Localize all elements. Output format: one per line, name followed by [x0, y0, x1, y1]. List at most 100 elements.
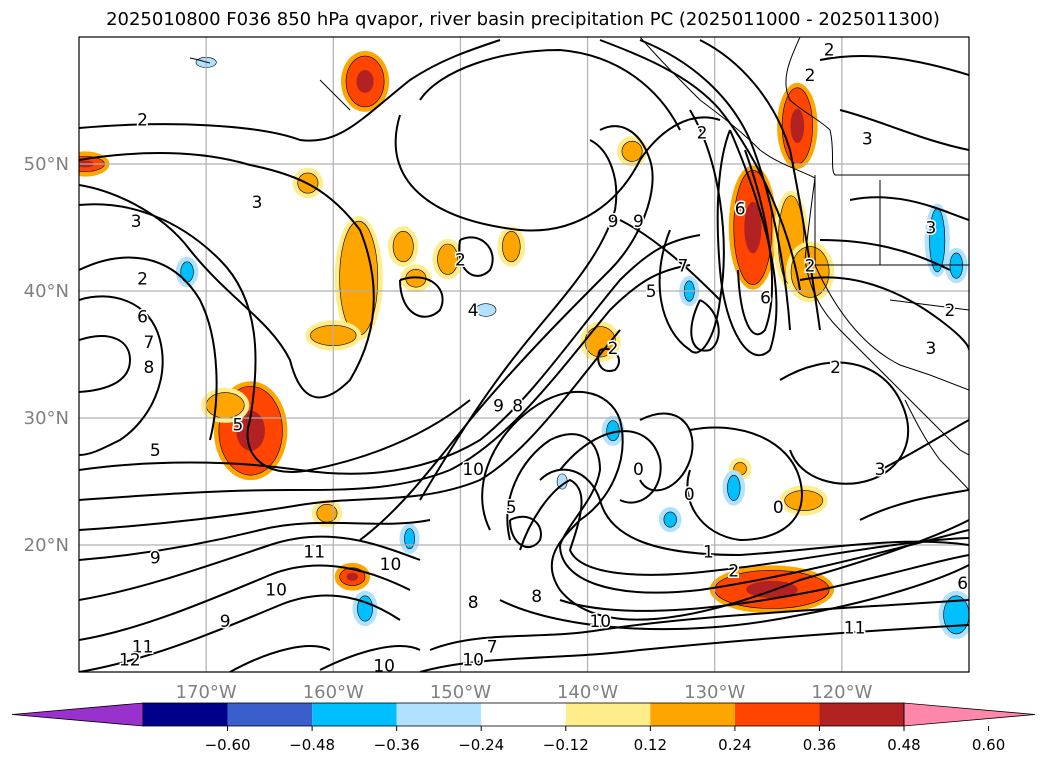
contour-line: [599, 39, 801, 291]
contour-line: [559, 430, 662, 504]
contour-label: 7: [144, 333, 155, 353]
contour-label: 11: [844, 619, 866, 639]
contour-line: [229, 645, 331, 672]
precip-patch: [790, 246, 830, 298]
precip-patch: [502, 231, 521, 263]
contour-line: [716, 129, 778, 357]
precip-patch: [663, 511, 677, 528]
colorbar-segment: [565, 703, 651, 726]
contour-label: 2: [805, 257, 816, 277]
contour-label: 2: [805, 66, 816, 86]
colorbar-extend-high: [903, 702, 1036, 727]
contour-line: [79, 295, 164, 456]
contour-line: [849, 196, 969, 221]
colorbar-tick-label: −0.48: [289, 736, 335, 754]
coastline: [189, 57, 211, 64]
coastline: [785, 37, 969, 176]
contour-line: [481, 390, 969, 621]
contour-line: [690, 299, 720, 352]
contour-label: 10: [462, 460, 484, 480]
colorbar-tick-label: 0.12: [634, 736, 667, 754]
colorbar-tick-label: −0.12: [543, 736, 589, 754]
contour-label: 3: [925, 339, 936, 359]
precip-patch: [404, 528, 415, 550]
contour-line: [359, 125, 654, 541]
contour-line: [79, 329, 621, 531]
lon-tick-label: 160°W: [303, 682, 364, 703]
lat-tick-label: 30°N: [24, 408, 69, 429]
contour-line: [79, 203, 471, 473]
contour-label: 2: [608, 339, 619, 359]
contour-line: [799, 276, 969, 351]
colorbar-tick-label: −0.36: [374, 736, 420, 754]
lon-tick-label: 140°W: [557, 682, 618, 703]
lon-tick-label: 130°W: [684, 682, 745, 703]
contour-line: [737, 149, 773, 336]
contour-label: 10: [589, 612, 611, 632]
colorbar-segment: [650, 703, 735, 726]
contour-line: [819, 239, 951, 271]
colorbar-frame: [142, 702, 905, 727]
contour-label: 2: [697, 123, 708, 143]
contour-label: 2: [137, 269, 148, 289]
contour-label: 3: [925, 219, 936, 239]
colorbar-segment: [396, 703, 482, 726]
contour-line: [506, 433, 969, 594]
contour-label: 8: [531, 587, 542, 607]
contour-label: 8: [144, 358, 155, 378]
colorbar-segment: [819, 703, 904, 726]
lat-tick-label: 20°N: [24, 535, 69, 556]
contour-line: [499, 564, 969, 631]
contour-line: [639, 412, 694, 492]
contour-label: 5: [150, 441, 161, 461]
colorbar-tick-label: 0.48: [887, 736, 920, 754]
lon-tick-label: 120°W: [811, 682, 872, 703]
contour-line: [319, 645, 421, 671]
chart-title: 2025010800 F036 850 hPa qvapor, river ba…: [106, 9, 940, 30]
coastline: [319, 79, 351, 111]
contour-line: [619, 219, 721, 301]
contour-line: [859, 489, 969, 521]
lat-tick-label: 50°N: [24, 154, 69, 175]
contour-label: 2: [137, 111, 148, 131]
contour-line: [458, 236, 494, 277]
contour-label: 12: [119, 650, 141, 670]
contour-label: 3: [252, 193, 263, 213]
axis-ticks: 170°W 160°W 150°W 140°W 130°W 120°W50°N40°N30…: [24, 154, 873, 703]
contour-label: 6: [137, 307, 148, 327]
colorbar-segment: [734, 703, 820, 726]
contour-line: [79, 152, 375, 399]
contour-label: 7: [678, 257, 689, 277]
qvapor-contours: [79, 39, 969, 672]
colorbar-segment: [481, 703, 566, 726]
contour-line: [79, 39, 501, 142]
precip-patch-core: [236, 410, 265, 451]
colorbar-segment: [227, 703, 313, 726]
contour-line: [79, 264, 691, 501]
colorbar-tick-label: −0.24: [458, 736, 504, 754]
contour-label: 2: [945, 301, 956, 321]
contour-label: 0: [633, 460, 644, 480]
contour-line: [879, 419, 969, 471]
lat-tick-label: 40°N: [24, 281, 69, 302]
contour-label: 9: [220, 612, 231, 632]
colorbar-tick-label: 0.36: [803, 736, 836, 754]
colorbar: −0.60 −0.48 −0.36 −0.24 −0.12 0.12 0.24 0.36 0.4…: [11, 702, 1036, 754]
precip-patch: [392, 231, 414, 263]
colorbar-segment: [312, 703, 397, 726]
contour-label: 3: [862, 130, 873, 150]
contour-line: [559, 554, 969, 612]
contour-label: 3: [875, 460, 886, 480]
contour-label: 9: [633, 212, 644, 232]
contour-line: [79, 335, 132, 393]
contour-line: [419, 624, 969, 672]
contour-label: 8: [512, 396, 523, 416]
contour-label: 9: [150, 549, 161, 569]
precip-patch-core: [346, 572, 359, 581]
precip-patch: [727, 474, 741, 501]
contour-line: [394, 114, 721, 232]
precip-patch: [784, 490, 824, 512]
contour-label: 11: [303, 542, 325, 562]
contour-line: [819, 55, 969, 76]
